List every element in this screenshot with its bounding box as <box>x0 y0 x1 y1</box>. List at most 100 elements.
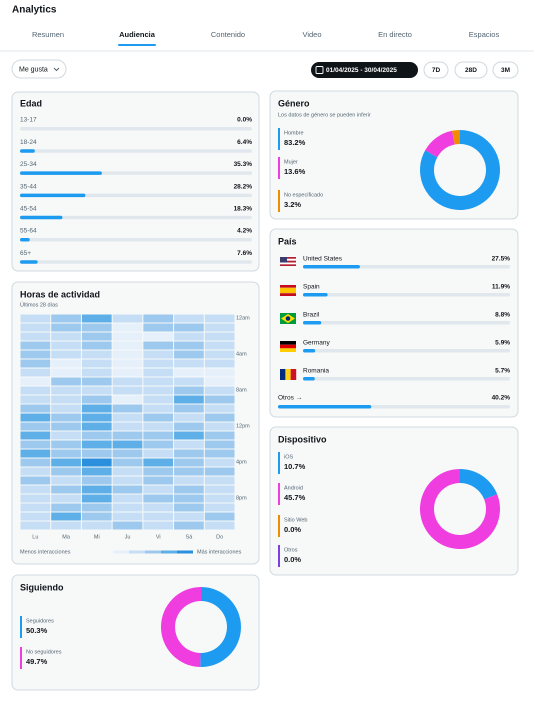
heatmap-cell <box>143 521 174 530</box>
country-value: 11.9% <box>492 284 510 291</box>
heatmap-cell <box>81 314 112 323</box>
heatmap-cell <box>112 476 143 485</box>
metric-filter-label: Me gusta <box>19 66 48 73</box>
heatmap-cell <box>20 494 51 503</box>
heatmap-cell <box>51 512 81 521</box>
heatmap-cell <box>112 458 143 467</box>
donut-segment <box>425 130 455 158</box>
heatmap-cell <box>20 440 51 449</box>
bar <box>303 349 316 353</box>
legend-swatch <box>278 483 280 505</box>
heatmap-cell <box>204 314 235 323</box>
range-button[interactable] <box>423 61 449 79</box>
range-button[interactable] <box>454 61 488 79</box>
heatmap-cell <box>174 467 204 476</box>
flag <box>280 293 296 296</box>
heatmap-cell <box>81 485 112 494</box>
heatmap-cell <box>112 431 143 440</box>
flag <box>290 369 297 380</box>
heatmap-cell <box>112 422 143 431</box>
heatmap-cell <box>81 521 112 530</box>
heatmap-cell <box>51 485 81 494</box>
date-range-button[interactable] <box>311 62 418 78</box>
heatmap-cell <box>204 323 235 332</box>
legend-swatch <box>20 616 22 638</box>
legend-swatch <box>278 452 280 474</box>
heatmap-cell <box>204 440 235 449</box>
tab[interactable]: Resumen <box>32 30 64 39</box>
legend-low: Menos interacciones <box>20 549 71 555</box>
legend-value: 45.7% <box>284 493 306 502</box>
heatmap-cell <box>51 467 81 476</box>
legend-label: Hombre <box>284 130 304 136</box>
day-label: Sá <box>186 534 194 540</box>
heatmap-cell <box>204 476 235 485</box>
heatmap-cell <box>51 386 81 395</box>
heatmap-cell <box>143 377 174 386</box>
legend-value: 0.0% <box>284 525 301 534</box>
heatmap-cell <box>20 521 51 530</box>
heatmap-cell <box>81 368 112 377</box>
legend-value: 13.6% <box>284 167 306 176</box>
heatmap-cell <box>143 332 174 341</box>
bar <box>278 405 372 409</box>
legend-label: Otros <box>284 547 298 553</box>
metric-filter[interactable] <box>11 59 67 79</box>
heatmap-cell <box>174 476 204 485</box>
heatmap-cell <box>174 350 204 359</box>
other-label[interactable]: Otros → <box>278 395 302 402</box>
tab[interactable]: Video <box>302 30 321 39</box>
tab[interactable]: Espacios <box>469 30 500 39</box>
day-label: Ma <box>62 534 71 540</box>
heatmap-cell <box>204 449 235 458</box>
legend-gradient <box>113 550 129 554</box>
heatmap-cell <box>51 521 81 530</box>
day-label: Ju <box>125 534 131 540</box>
heatmap-cell <box>112 368 143 377</box>
heatmap-cell <box>51 350 81 359</box>
heatmap-cell <box>143 449 174 458</box>
heatmap-cell <box>204 467 235 476</box>
heatmap-cell <box>112 323 143 332</box>
heatmap-cell <box>143 503 174 512</box>
heatmap-cell <box>81 494 112 503</box>
donut-segment <box>452 130 460 145</box>
flag <box>280 260 296 263</box>
flag <box>280 262 296 265</box>
age-value: 6.4% <box>237 139 252 146</box>
heatmap-cell <box>174 521 204 530</box>
bar <box>20 260 38 264</box>
heatmap-cell <box>81 440 112 449</box>
hour-label: 4pm <box>236 459 247 465</box>
heatmap-cell <box>174 404 204 413</box>
heatmap-cell <box>143 314 174 323</box>
bar <box>303 377 315 381</box>
legend-value: 3.2% <box>284 200 301 209</box>
other-value: 40.2% <box>492 395 511 402</box>
age-value: 35.3% <box>234 161 253 168</box>
donut-segment <box>200 587 241 667</box>
page-title: Analytics <box>12 5 57 16</box>
heatmap-cell <box>174 431 204 440</box>
country-value: 5.7% <box>495 368 510 375</box>
heatmap-cell <box>174 332 204 341</box>
heatmap-cell <box>174 314 204 323</box>
heatmap-cell <box>20 395 51 404</box>
heatmap-cell <box>51 395 81 404</box>
heatmap-cell <box>143 476 174 485</box>
heatmap-cell <box>174 503 204 512</box>
country-label: Brazil <box>303 312 320 319</box>
bar-track <box>20 149 252 153</box>
legend-swatch <box>278 515 280 537</box>
tab[interactable]: Contenido <box>211 30 245 39</box>
tab[interactable]: En directo <box>378 30 412 39</box>
range-button[interactable] <box>492 61 519 79</box>
age-label: 65+ <box>20 250 31 257</box>
heatmap-cell <box>143 368 174 377</box>
heatmap-cell <box>204 431 235 440</box>
tab[interactable]: Audiencia <box>119 30 156 39</box>
heatmap-cell <box>143 395 174 404</box>
heatmap-cell <box>204 341 235 350</box>
heatmap-cell <box>174 494 204 503</box>
heatmap-cell <box>174 386 204 395</box>
